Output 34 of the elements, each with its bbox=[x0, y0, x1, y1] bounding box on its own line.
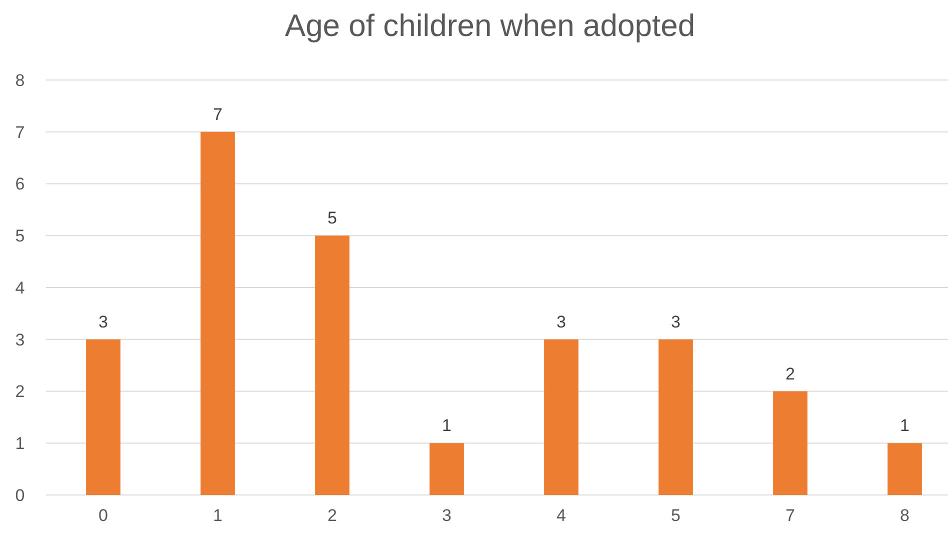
bar bbox=[544, 339, 578, 495]
x-tick-label: 4 bbox=[556, 506, 566, 525]
y-tick-label: 5 bbox=[15, 226, 25, 246]
chart-title: Age of children when adopted bbox=[284, 8, 696, 43]
x-tick-label: 2 bbox=[328, 506, 337, 525]
bar bbox=[888, 443, 922, 495]
y-tick-label: 8 bbox=[15, 70, 25, 90]
bar bbox=[86, 339, 120, 495]
y-tick-label: 2 bbox=[15, 382, 25, 402]
y-tick-label: 3 bbox=[15, 330, 25, 350]
bar bbox=[658, 339, 693, 495]
x-tick-label: 8 bbox=[900, 506, 910, 525]
y-tick-label: 6 bbox=[15, 174, 25, 194]
x-tick-label: 3 bbox=[442, 506, 452, 525]
data-label: 5 bbox=[328, 208, 337, 228]
bar bbox=[430, 443, 464, 495]
y-tick-label: 1 bbox=[15, 434, 25, 454]
data-label: 1 bbox=[900, 416, 910, 436]
bar bbox=[315, 236, 350, 495]
y-tick-label: 4 bbox=[15, 278, 25, 298]
data-label: 3 bbox=[556, 312, 566, 332]
data-label: 1 bbox=[442, 416, 452, 436]
data-label: 3 bbox=[671, 312, 680, 332]
bar bbox=[200, 132, 235, 495]
data-label: 3 bbox=[98, 312, 108, 332]
y-tick-label: 0 bbox=[15, 486, 25, 505]
x-tick-label: 1 bbox=[213, 506, 222, 525]
x-tick-label: 5 bbox=[671, 506, 680, 525]
bar bbox=[773, 391, 808, 495]
x-tick-label: 0 bbox=[98, 506, 108, 525]
data-label: 7 bbox=[213, 104, 222, 124]
y-tick-label: 7 bbox=[15, 122, 25, 142]
data-label: 2 bbox=[786, 364, 795, 384]
x-tick-label: 7 bbox=[786, 506, 795, 525]
